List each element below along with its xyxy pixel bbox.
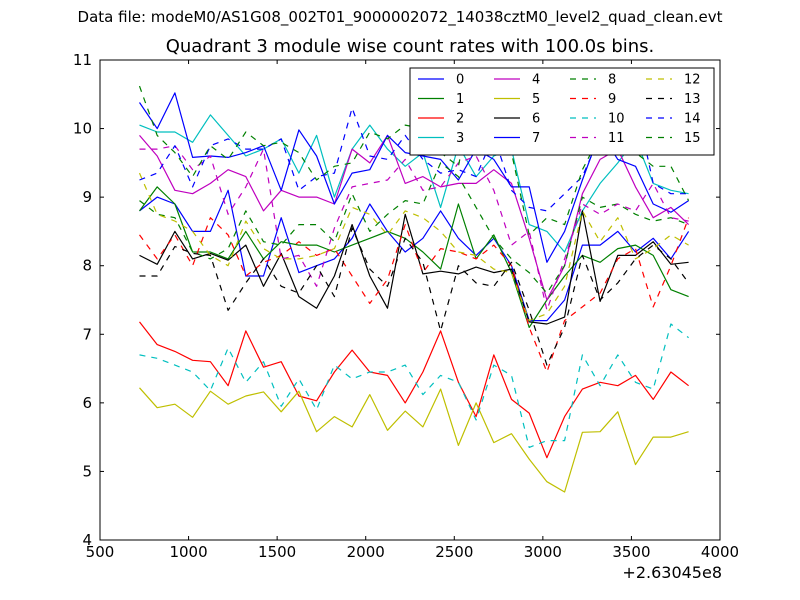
legend-label-13: 13 [684, 92, 701, 107]
legend-label-7: 7 [532, 131, 540, 146]
series-line-13 [139, 227, 690, 366]
x-tick-label: 2000 [347, 543, 385, 561]
ticks-layer: 500 1000 1500 2000 2500 3000 3500 4000456789101… [73, 51, 739, 561]
x-tick-label: 1500 [258, 543, 296, 561]
y-tick-label: 6 [82, 394, 92, 412]
x-tick-label: 3000 [524, 543, 562, 561]
x-tick-label: 500 [86, 543, 115, 561]
legend-label-15: 15 [684, 131, 701, 146]
legend-label-9: 9 [608, 92, 616, 107]
series-line-5 [139, 387, 689, 493]
series-line-12 [138, 172, 689, 322]
legend-label-2: 2 [456, 112, 464, 127]
series-line-1 [139, 186, 689, 328]
series-line-3 [139, 114, 689, 253]
legend-box [409, 67, 715, 156]
series-line-2 [139, 321, 689, 459]
series-line-4 [139, 134, 690, 301]
legend-label-12: 12 [684, 73, 701, 88]
legend-label-5: 5 [532, 92, 540, 107]
series-line-0 [139, 189, 690, 322]
y-tick-label: 4 [82, 531, 92, 549]
series-line-15 [138, 76, 690, 236]
y-tick-label: 10 [73, 120, 92, 138]
y-tick-label: 5 [82, 462, 92, 480]
y-tick-label: 7 [82, 325, 92, 343]
x-tick-label: 3500 [612, 543, 650, 561]
y-tick-label: 8 [82, 257, 92, 275]
series-line-6 [139, 210, 689, 325]
series-line-11 [139, 145, 689, 311]
y-tick-label: 9 [82, 188, 92, 206]
legend-label-11: 11 [608, 131, 625, 146]
legend-label-3: 3 [456, 131, 464, 146]
chart-title: Quadrant 3 module wise count rates with … [165, 36, 655, 57]
y-tick-label: 11 [73, 51, 92, 69]
x-tick-label: 1000 [169, 543, 207, 561]
legend-label-1: 1 [456, 92, 464, 107]
plot-frame [99, 59, 721, 541]
x-offset-label: +2.63045e8 [622, 563, 722, 582]
x-tick-label: 2500 [435, 543, 473, 561]
legend-label-4: 4 [532, 73, 540, 88]
x-tick-label: 4000 [701, 543, 739, 561]
figure-suptitle: Data file: modeM0/AS1G08_002T01_90000020… [77, 8, 723, 26]
legend-label-10: 10 [608, 112, 625, 127]
legend-label-0: 0 [456, 73, 464, 88]
series-line-10 [139, 323, 689, 448]
legend-label-6: 6 [532, 112, 540, 127]
legend-label-8: 8 [608, 73, 616, 88]
series-line-8 [139, 162, 689, 294]
legend-label-14: 14 [684, 112, 701, 127]
